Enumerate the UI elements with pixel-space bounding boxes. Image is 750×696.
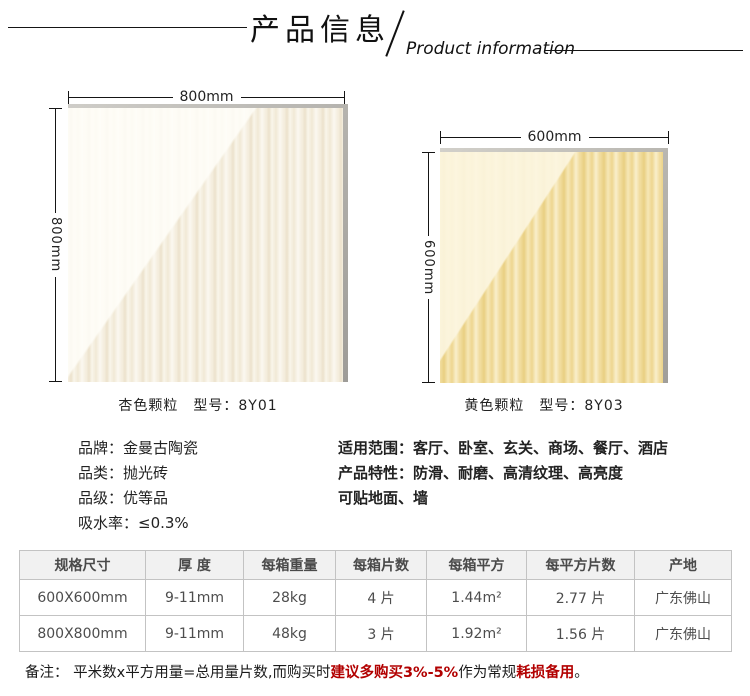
- col-header-origin: 产地: [634, 550, 732, 580]
- width-dimension-label: 600mm: [527, 129, 582, 145]
- table-row: 600X600mm 9-11mm 28kg 4 片 1.44m² 2.77 片 …: [19, 579, 732, 616]
- width-dimension-label: 800mm: [179, 89, 234, 105]
- dimension-tick: [344, 91, 345, 104]
- footer-note: 备注： 平米数x平方用量=总用量片数,而购买时建议多购买3%-5%作为常规耗损备…: [25, 661, 589, 682]
- cell-box-weight: 48kg: [243, 615, 336, 652]
- dimension-tick: [440, 131, 441, 144]
- spec-features: 产品特性：防滑、耐磨、高清纹理、高亮度: [338, 464, 624, 482]
- dimension-tick: [422, 382, 435, 384]
- header-right-rule: [545, 50, 743, 51]
- spec-list-right: 适用范围：客厅、卧室、玄关、商场、餐厅、酒店 产品特性：防滑、耐磨、高清纹理、高…: [338, 436, 668, 511]
- spec-grade: 品级：优等品: [78, 489, 169, 507]
- table-header-row: 规格尺寸 厚 度 每箱重量 每箱片数 每箱平方 每平方片数 产地: [19, 550, 732, 580]
- note-highlight-wastage: 耗损备用: [516, 665, 575, 681]
- cell-thickness: 9-11mm: [145, 615, 244, 652]
- height-dimension-line-left-tile: 800mm: [48, 108, 63, 383]
- dimension-segment: [441, 137, 521, 138]
- note-body: 作为常规: [458, 665, 517, 681]
- tile-surface-yellow: [440, 152, 663, 383]
- page-subtitle: Product information: [406, 39, 576, 59]
- tile-surface-beige: [68, 108, 343, 382]
- height-dimension-line-right-tile: 600mm: [421, 152, 436, 384]
- table-row: 800X800mm 9-11mm 48kg 3 片 1.92m² 1.56 片 …: [19, 615, 732, 652]
- cell-pieces-per-sqm: 1.56 片: [526, 615, 635, 652]
- dimension-segment: [55, 276, 56, 382]
- dimension-segment: [55, 109, 56, 214]
- cell-size: 800X800mm: [19, 615, 146, 652]
- tile-image-yellow: [440, 148, 668, 383]
- cell-pieces-per-box: 3 片: [335, 615, 427, 652]
- dimension-tick: [68, 91, 69, 104]
- header-left-rule: [8, 27, 247, 28]
- height-dimension-label: 600mm: [421, 239, 436, 296]
- tile-caption-beige: 杏色颗粒 型号：8Y01: [118, 398, 278, 414]
- cell-origin: 广东佛山: [634, 615, 732, 652]
- dimension-segment: [428, 153, 429, 236]
- note-body: 平米数x平方用量=总用量片数,而购买时: [73, 665, 331, 681]
- cell-pieces-per-box: 4 片: [335, 579, 427, 616]
- tile-caption-yellow: 黄色颗粒 型号：8Y03: [464, 398, 624, 414]
- col-header-pieces-per-box: 每箱片数: [335, 550, 427, 580]
- col-header-pieces-per-sqm: 每平方片数: [526, 550, 635, 580]
- width-dimension-line-left-tile: 800mm: [68, 89, 345, 105]
- dimension-segment: [428, 299, 429, 383]
- col-header-size: 规格尺寸: [19, 550, 146, 580]
- width-dimension-line-right-tile: 600mm: [440, 129, 669, 145]
- spec-brand: 品牌：金曼古陶瓷: [78, 439, 199, 457]
- tile-image-beige: [68, 104, 348, 382]
- spec-apply: 可贴地面、墙: [338, 489, 429, 507]
- dimension-tick: [49, 108, 62, 109]
- dimension-segment: [69, 97, 173, 98]
- cell-size: 600X600mm: [19, 579, 146, 616]
- cell-sqm-per-box: 1.92m²: [426, 615, 527, 652]
- dimension-segment: [588, 137, 668, 138]
- col-header-box-weight: 每箱重量: [243, 550, 336, 580]
- cell-origin: 广东佛山: [634, 579, 732, 616]
- page-title: 产品信息: [250, 13, 390, 48]
- dimension-tick: [668, 131, 669, 144]
- dimension-segment: [240, 97, 344, 98]
- note-prefix: 备注：: [25, 665, 69, 681]
- spec-list-left: 品牌：金曼古陶瓷 品类：抛光砖 品级：优等品 吸水率：≤0.3%: [78, 436, 198, 536]
- cell-sqm-per-box: 1.44m²: [426, 579, 527, 616]
- cell-box-weight: 28kg: [243, 579, 336, 616]
- height-dimension-label: 800mm: [48, 217, 63, 273]
- spec-category: 品类：抛光砖: [78, 464, 169, 482]
- note-highlight-buy-more: 建议多购买3%-5%: [330, 665, 459, 681]
- cell-pieces-per-sqm: 2.77 片: [526, 579, 635, 616]
- dimension-tick: [422, 152, 435, 153]
- dimension-tick: [49, 381, 62, 383]
- spec-usage: 适用范围：客厅、卧室、玄关、商场、餐厅、酒店: [338, 439, 669, 457]
- note-suffix: 。: [574, 665, 589, 681]
- col-header-thickness: 厚 度: [145, 550, 244, 580]
- col-header-sqm-per-box: 每箱平方: [426, 550, 527, 580]
- specification-table: 规格尺寸 厚 度 每箱重量 每箱片数 每箱平方 每平方片数 产地 600X600…: [19, 550, 732, 652]
- spec-absorption: 吸水率：≤0.3%: [78, 514, 189, 532]
- cell-thickness: 9-11mm: [145, 579, 244, 616]
